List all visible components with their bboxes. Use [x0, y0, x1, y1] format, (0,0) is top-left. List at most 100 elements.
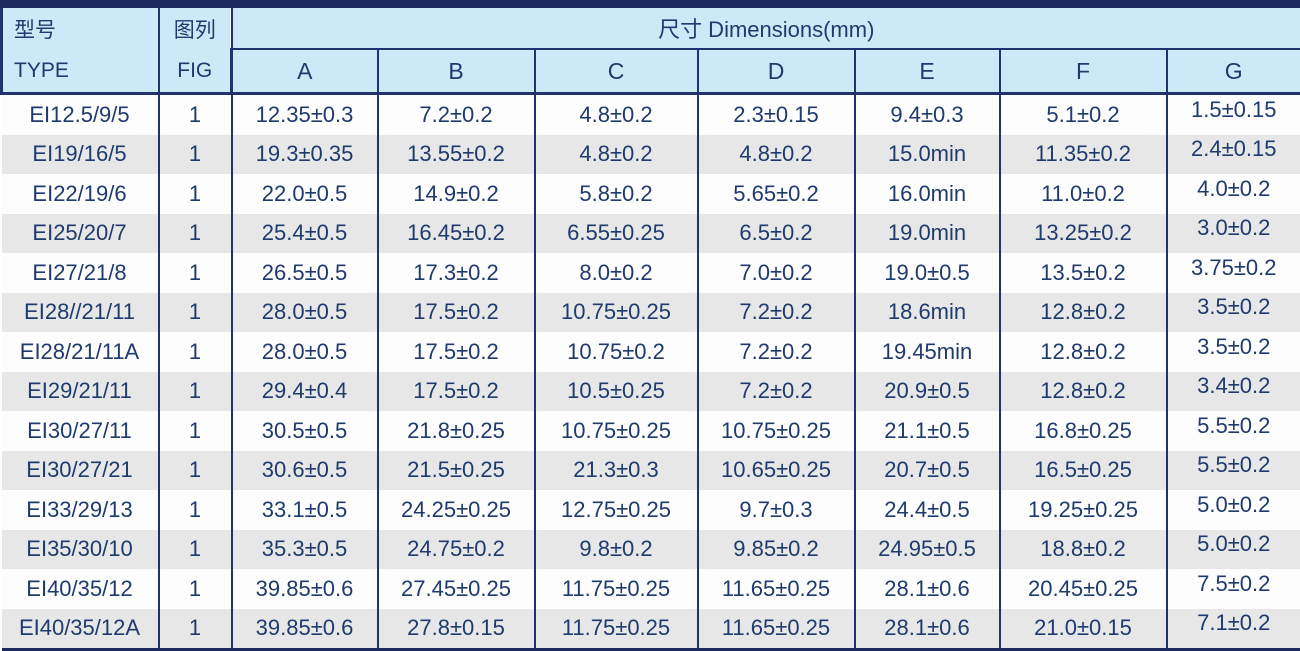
cell-text: 17.5±0.2 [413, 338, 499, 364]
dim-a-cell: 33.1±0.5 [230, 490, 378, 530]
cell-text: 12.35±0.3 [255, 101, 354, 127]
dim-a-cell: 39.85±0.6 [230, 608, 378, 651]
cell-text: 24.75±0.2 [407, 536, 505, 562]
type-cell: EI25/20/7 [1, 213, 159, 253]
dim-d-cell: 6.5±0.2 [696, 213, 855, 253]
cell-text: 7.2±0.2 [739, 299, 813, 325]
type-cell: EI28/21/11A [1, 332, 159, 372]
cell-text: 21.8±0.25 [407, 417, 505, 443]
cell-text: 10.65±0.25 [721, 457, 831, 483]
fig-label-en: FIG [177, 59, 213, 82]
table-row: EI40/35/12 1 39.85±0.6 27.45±0.25 11.75±0.25… [1, 569, 1300, 609]
table-row: EI35/30/10 1 35.3±0.5 24.75±0.2 9.8±0.2 9.85±… [1, 529, 1300, 569]
cell-text: 28.1±0.6 [884, 575, 970, 601]
table-row: EI22/19/6 1 22.0±0.5 14.9±0.2 5.8±0.2 5.65±0.… [1, 174, 1300, 214]
cell-text: 10.75±0.25 [561, 417, 671, 443]
type-cell: EI30/27/11 [1, 411, 159, 451]
table-row: EI12.5/9/5 1 12.35±0.3 7.2±0.2 4.8±0.2 2.3±0.… [1, 93, 1300, 135]
dim-g-cell: 2.4±0.15 [1165, 134, 1300, 174]
type-cell: EI35/30/10 [1, 529, 159, 569]
dim-b-cell: 17.3±0.2 [376, 253, 535, 293]
cell-text: 7.2±0.2 [739, 378, 813, 404]
cell-text: 1 [188, 338, 202, 364]
dim-g-cell: 4.0±0.2 [1165, 174, 1300, 214]
cell-text: 1 [188, 378, 202, 404]
dim-f-cell: 5.1±0.2 [998, 93, 1167, 135]
dim-g-cell: 3.75±0.2 [1165, 253, 1300, 293]
dim-b-cell: 24.75±0.2 [376, 529, 535, 569]
dim-g-cell: 3.5±0.2 [1165, 332, 1300, 372]
fig-cell: 1 [157, 213, 232, 253]
dim-e-cell: 9.4±0.3 [853, 93, 1000, 135]
column-header-c: C [533, 49, 698, 95]
cell-text: 1.5±0.15 [1191, 96, 1277, 122]
cell-text: 21.0±0.15 [1034, 615, 1132, 641]
dim-f-cell: 16.5±0.25 [998, 450, 1167, 490]
cell-text: 12.8±0.2 [1040, 378, 1126, 404]
column-header-b: B [376, 49, 535, 95]
fig-label-cn: 图列 [173, 19, 216, 42]
dim-b-cell: 21.5±0.25 [376, 450, 535, 490]
cell-text: 29.4±0.4 [261, 378, 348, 404]
cell-text: 9.4±0.3 [890, 101, 964, 127]
table-row: EI40/35/12A 1 39.85±0.6 27.8±0.15 11.75±0.25… [1, 608, 1300, 651]
cell-text: 16.45±0.2 [407, 220, 505, 246]
dim-b-cell: 14.9±0.2 [376, 174, 535, 214]
dim-b-cell: 21.8±0.25 [376, 411, 535, 451]
dim-f-cell: 21.0±0.15 [998, 608, 1167, 651]
cell-text: 19.25±0.25 [1028, 496, 1138, 522]
dim-f-cell: 11.0±0.2 [998, 174, 1167, 214]
dim-f-cell: 12.8±0.2 [998, 292, 1167, 332]
cell-text: 16.5±0.25 [1034, 457, 1132, 483]
dim-g-cell: 1.5±0.15 [1165, 93, 1300, 135]
cell-text: 15.0min [887, 141, 967, 167]
cell-text: EI28/21/11A [19, 338, 140, 364]
cell-text: 20.45±0.25 [1028, 575, 1138, 601]
cell-text: 4.0±0.2 [1197, 175, 1271, 201]
cell-text: 14.9±0.2 [413, 180, 499, 206]
cell-text: 28.0±0.5 [261, 299, 348, 325]
dim-e-cell: 19.45min [853, 332, 1000, 372]
cell-text: 7.0±0.2 [739, 259, 813, 285]
cell-text: 22.0±0.5 [261, 180, 348, 206]
cell-text: 2.4±0.15 [1191, 136, 1277, 162]
dim-f-cell: 18.8±0.2 [998, 529, 1167, 569]
cell-text: 5.0±0.2 [1197, 531, 1271, 557]
cell-text: 4.8±0.2 [579, 141, 653, 167]
dim-b-cell: 27.45±0.25 [376, 569, 535, 609]
cell-text: 13.5±0.2 [1040, 259, 1126, 285]
cell-text: 1 [188, 575, 202, 601]
cell-text: 16.0min [887, 180, 967, 206]
type-cell: EI28//21/11 [1, 292, 159, 332]
fig-column-header: 图列 FIG [157, 4, 232, 95]
cell-text: 6.55±0.25 [567, 220, 665, 246]
dim-e-cell: 28.1±0.6 [853, 569, 1000, 609]
cell-text: 35.3±0.5 [261, 536, 348, 562]
type-cell: EI19/16/5 [1, 134, 159, 174]
type-column-header: 型号 TYPE [0, 4, 159, 95]
cell-text: 1 [188, 220, 202, 246]
type-cell: EI40/35/12A [1, 608, 159, 651]
cell-text: 18.8±0.2 [1040, 536, 1126, 562]
cell-text: 21.1±0.5 [884, 417, 970, 443]
fig-cell: 1 [157, 93, 232, 135]
dim-e-cell: 16.0min [853, 174, 1000, 214]
cell-text: 33.1±0.5 [261, 496, 348, 522]
cell-text: 5.1±0.2 [1046, 101, 1120, 127]
cell-text: 13.25±0.2 [1034, 220, 1132, 246]
dim-e-cell: 19.0±0.5 [853, 253, 1000, 293]
dim-b-cell: 13.55±0.2 [376, 134, 535, 174]
dim-c-cell: 11.75±0.25 [533, 569, 698, 609]
cell-text: 9.7±0.3 [739, 496, 813, 522]
dim-f-cell: 12.8±0.2 [998, 332, 1167, 372]
fig-cell: 1 [157, 450, 232, 490]
dim-d-cell: 7.0±0.2 [696, 253, 855, 293]
dim-c-cell: 10.75±0.25 [533, 411, 698, 451]
dim-d-cell: 7.2±0.2 [696, 332, 855, 372]
dim-d-cell: 7.2±0.2 [696, 292, 855, 332]
dim-e-cell: 20.9±0.5 [853, 371, 1000, 411]
dim-g-cell: 7.5±0.2 [1165, 569, 1300, 609]
cell-text: 1 [188, 259, 202, 285]
dim-g-cell: 7.1±0.2 [1165, 608, 1300, 651]
